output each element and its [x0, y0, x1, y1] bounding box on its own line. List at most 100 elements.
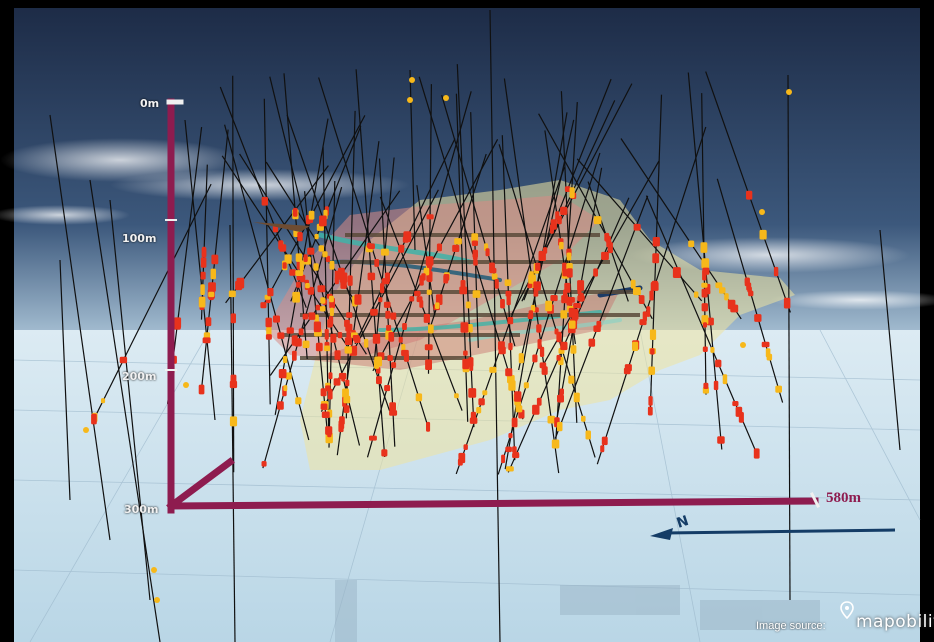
intercept-bead — [297, 232, 303, 242]
intercept-bead — [317, 285, 326, 293]
intercept-bead — [381, 449, 388, 457]
intercept-bead — [338, 372, 347, 380]
intercept-bead — [414, 290, 421, 297]
length-axis — [167, 497, 819, 510]
intercept-bead — [727, 299, 736, 310]
intercept-bead — [236, 280, 244, 287]
intercept-bead — [427, 260, 433, 270]
drill-hole — [184, 119, 216, 421]
intercept-bead — [559, 241, 564, 250]
intercept-bead — [471, 240, 478, 246]
intercept-bead — [564, 186, 571, 192]
intercept-bead — [295, 397, 302, 405]
intercept-bead — [315, 342, 323, 352]
intercept-bead — [343, 395, 351, 404]
intercept-bead — [700, 242, 708, 253]
intercept-bead — [536, 324, 542, 333]
intercept-bead — [200, 284, 205, 295]
drill-hole — [269, 76, 361, 446]
intercept-bead — [508, 433, 513, 439]
intercept-bead — [561, 295, 569, 304]
intercept-bead — [210, 268, 216, 280]
intercept-bead — [506, 295, 511, 306]
intercept-bead — [508, 342, 513, 351]
intercept-bead — [314, 233, 319, 240]
intercept-bead — [409, 77, 415, 83]
intercept-bead — [321, 411, 330, 418]
intercept-bead — [383, 301, 391, 308]
intercept-bead — [463, 350, 468, 356]
intercept-bead — [384, 385, 391, 392]
intercept-bead — [318, 245, 324, 252]
intercept-bead — [508, 380, 516, 391]
intercept-bead — [570, 345, 577, 354]
intercept-bead — [372, 333, 381, 344]
intercept-bead — [605, 235, 611, 243]
frame-left — [0, 0, 14, 642]
intercept-bead — [633, 223, 641, 231]
intercept-bead — [632, 341, 639, 351]
intercept-bead — [200, 271, 206, 280]
intercept-bead — [290, 269, 295, 275]
intercept-bead — [329, 307, 334, 317]
intercept-bead — [307, 286, 314, 295]
intercept-bead — [735, 406, 743, 417]
intercept-bead — [183, 382, 189, 388]
north-arrow-icon: N — [650, 513, 896, 540]
intercept-bead — [784, 298, 790, 308]
intercept-bead — [748, 290, 754, 297]
intercept-bead — [260, 302, 267, 309]
intercept-bead — [343, 405, 350, 413]
intercept-bead — [724, 293, 729, 301]
intercept-bead — [701, 288, 708, 298]
intercept-bead — [719, 287, 726, 294]
intercept-bead — [314, 316, 319, 323]
intercept-bead — [746, 190, 753, 200]
intercept-bead — [567, 297, 575, 303]
intercept-bead — [278, 240, 284, 250]
intercept-bead — [775, 385, 782, 393]
intercept-bead — [370, 309, 377, 316]
intercept-bead — [523, 382, 529, 389]
intercept-bead — [328, 372, 333, 380]
intercept-bead — [701, 258, 710, 269]
intercept-bead — [295, 270, 304, 276]
intercept-bead — [478, 398, 485, 406]
drill-hole — [318, 77, 429, 429]
intercept-bead — [380, 283, 385, 294]
intercept-bead — [640, 298, 645, 303]
width-axis — [166, 457, 235, 511]
north-arrow-label: N — [675, 513, 691, 532]
collar-pointer — [253, 222, 310, 232]
intercept-bead — [421, 273, 426, 281]
intercept-bead — [650, 348, 655, 355]
intercept-bead — [568, 375, 575, 384]
intercept-bead — [569, 187, 575, 199]
intercept-bead — [557, 394, 564, 403]
intercept-bead — [285, 372, 292, 380]
intercept-bead — [460, 280, 466, 288]
intercept-bead — [200, 257, 207, 268]
intercept-bead — [376, 376, 382, 385]
intercept-bead — [83, 427, 89, 433]
map-pin-icon — [840, 601, 854, 619]
intercept-bead — [773, 266, 779, 277]
depth-label-300: 300m — [124, 503, 159, 516]
intercept-bead — [577, 295, 585, 302]
intercept-bead — [642, 311, 647, 322]
intercept-bead — [505, 290, 512, 297]
intercept-bead — [313, 263, 319, 271]
drill-hole — [109, 199, 151, 601]
intercept-bead — [324, 329, 329, 340]
intercept-bead — [202, 246, 207, 257]
intercept-bead — [325, 385, 331, 392]
intercept-bead — [409, 296, 415, 302]
drill-hole — [541, 160, 660, 367]
intercept-bead — [345, 379, 350, 387]
intercept-bead — [601, 436, 608, 446]
intercept-bead — [537, 339, 542, 349]
intercept-bead — [364, 338, 369, 348]
intercept-bead — [633, 287, 641, 296]
